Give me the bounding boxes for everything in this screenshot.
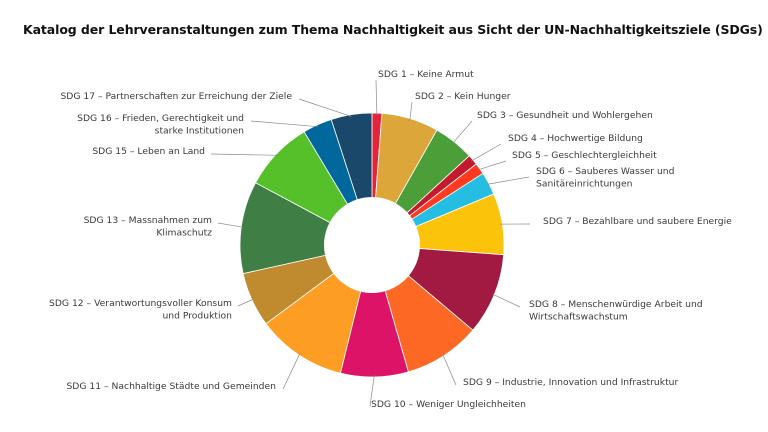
slice-label: SDG 15 – Leben an Land (92, 146, 205, 157)
leader-line (217, 222, 244, 228)
leader-line (471, 143, 502, 162)
slice-label: SDG 9 – Industrie, Innovation und Infras… (463, 377, 678, 388)
leader-line (282, 353, 301, 390)
slice-label: SDG 13 – Massnahmen zum Klimaschutz (84, 215, 213, 239)
leader-line (486, 176, 530, 185)
leader-line (442, 353, 457, 386)
slice-label: SDG 7 – Bezahlbare und saubere Energie (543, 216, 732, 227)
donut-hole (324, 197, 420, 293)
slice-label: SDG 16 – Frieden, Gerechtigkeit und stark… (77, 113, 244, 137)
leader-line (477, 160, 507, 171)
leader-line (452, 120, 473, 144)
leader-line (298, 98, 352, 117)
slice-label: SDG 3 – Gesundheit und Wohlergehen (477, 110, 653, 121)
slice-label: SDG 10 – Weniger Ungleichheiten (371, 399, 526, 410)
slice-label: SDG 2 – Kein Hunger (415, 91, 511, 102)
slice-label: SDG 6 – Sauberes Wasser und Sanitäreinric… (536, 166, 674, 190)
leader-line (250, 120, 319, 128)
slice-label: SDG 11 – Nachhaltige Städte und Gemeinde… (66, 381, 276, 392)
slice-label: SDG 17 – Partnerschaften zur Erreichung … (60, 91, 292, 102)
leader-line (492, 293, 521, 308)
slice-label: SDG 5 – Geschlechtergleichheit (512, 150, 657, 161)
leader-line (409, 101, 413, 121)
slice-label: SDG 12 – Verantwortungsvoller Konsum und … (49, 298, 232, 322)
leader-line (369, 374, 375, 407)
chart-title: Katalog der Lehrveranstaltungen zum Them… (23, 22, 763, 37)
leader-line (237, 298, 254, 307)
slice-label: SDG 8 – Menschenwürdige Arbeit und Wirtsc… (529, 299, 703, 323)
leader-line (210, 153, 278, 156)
slice-label: SDG 4 – Hochwertige Bildung (508, 133, 643, 144)
leader-line (375, 79, 378, 116)
slice-label: SDG 1 – Keine Armut (378, 69, 474, 80)
